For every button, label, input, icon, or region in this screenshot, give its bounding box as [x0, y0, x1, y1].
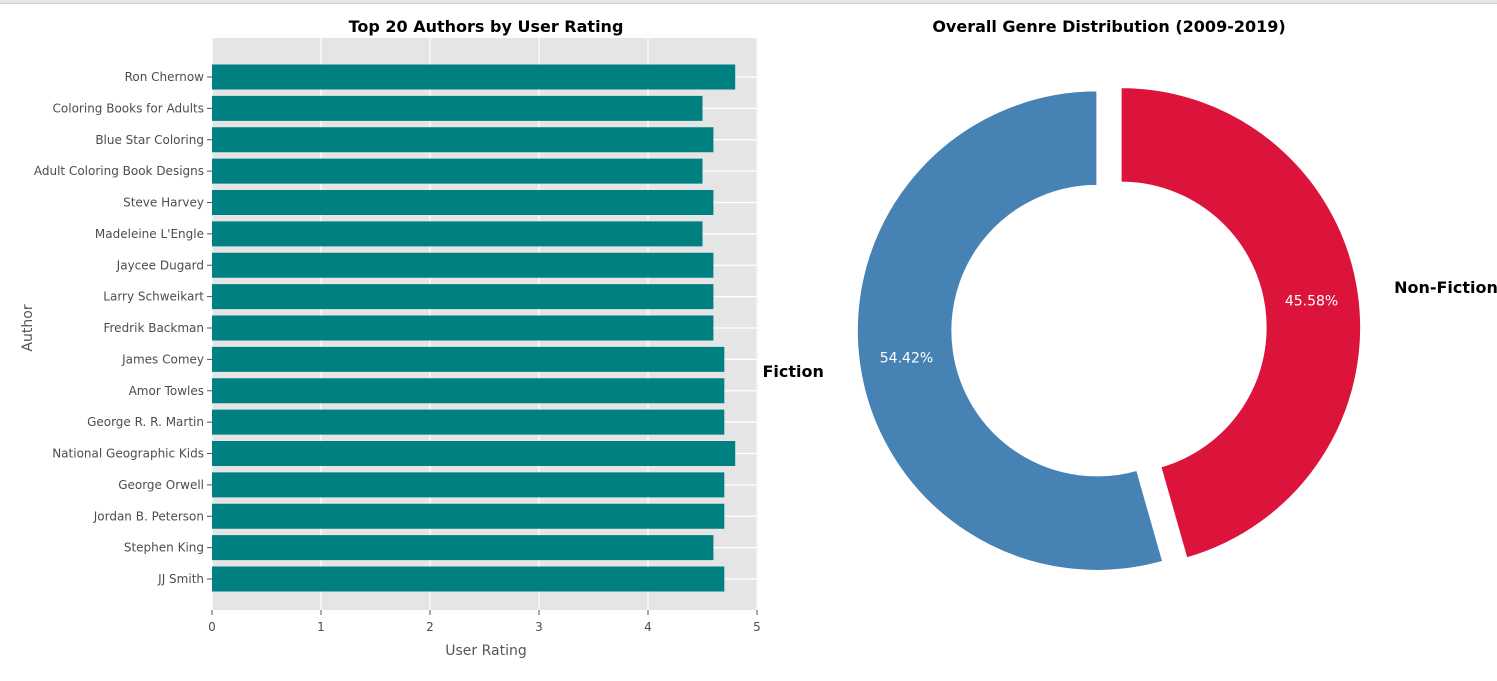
bar	[212, 64, 736, 90]
donut-chart-title: Overall Genre Distribution (2009-2019)	[932, 17, 1285, 36]
bar	[212, 535, 714, 561]
donut-slice	[856, 89, 1164, 572]
y-tick-label: National Geographic Kids	[52, 447, 204, 461]
slice-percent-label: 45.58%	[1285, 294, 1338, 310]
y-tick-label: Jordan B. Peterson	[93, 509, 204, 523]
donut-slice	[1120, 86, 1362, 560]
bar	[212, 472, 725, 498]
y-tick-label: Ron Chernow	[125, 70, 205, 84]
x-tick-label: 2	[426, 620, 434, 634]
bar	[212, 221, 703, 247]
x-axis-label: User Rating	[445, 643, 527, 659]
bar-chart-title: Top 20 Authors by User Rating	[349, 17, 624, 36]
y-tick-label: Fredrik Backman	[103, 321, 204, 335]
x-tick-label: 5	[753, 620, 761, 634]
bar	[212, 409, 725, 435]
slices: 45.58% Non-Fiction 54.42% Fiction	[762, 86, 1497, 572]
y-tick-label: Larry Schweikart	[103, 290, 204, 304]
bar	[212, 346, 725, 372]
x-tick-label: 1	[317, 620, 325, 634]
y-tick-label: Madeleine L'Engle	[95, 227, 204, 241]
bars	[212, 64, 736, 592]
bar	[212, 441, 736, 466]
y-tick-label: Adult Coloring Book Designs	[34, 164, 204, 178]
slice-category-label: Fiction	[762, 362, 823, 381]
bar	[212, 566, 725, 592]
slice-category-label: Non-Fiction	[1394, 278, 1497, 297]
y-tick-label: Blue Star Coloring	[95, 133, 204, 147]
slice-percent-label: 54.42%	[880, 350, 933, 366]
bar	[212, 378, 725, 404]
bar-chart: Top 20 Authors by User Rating Ron Cherno…	[20, 17, 761, 659]
y-tick-label: George Orwell	[118, 478, 204, 492]
bar	[212, 95, 703, 121]
x-tick-label: 4	[644, 620, 652, 634]
y-tick-label: Amor Towles	[129, 384, 204, 398]
x-tick-label: 3	[535, 620, 543, 634]
x-tick-labels: 0 1 2 3 4 5	[208, 610, 761, 634]
bar	[212, 158, 703, 184]
bar	[212, 315, 714, 341]
bar	[212, 127, 714, 153]
y-tick-labels: Ron Chernow Coloring Books for Adults Blue…	[34, 70, 212, 586]
y-tick-label: George R. R. Martin	[87, 415, 204, 429]
y-tick-label: Steve Harvey	[123, 196, 204, 210]
y-tick-label: James Comey	[121, 352, 204, 366]
donut-chart: Overall Genre Distribution (2009-2019) 4…	[762, 17, 1497, 572]
bar	[212, 252, 714, 278]
bar	[212, 284, 714, 310]
y-tick-label: Jaycee Dugard	[116, 258, 204, 272]
x-tick-label: 0	[208, 620, 216, 634]
y-axis-label: Author	[20, 304, 36, 351]
y-tick-label: Stephen King	[124, 541, 204, 555]
y-tick-label: JJ Smith	[157, 572, 204, 586]
bar	[212, 190, 714, 215]
y-tick-label: Coloring Books for Adults	[53, 101, 204, 115]
top-border	[0, 0, 1497, 4]
bar	[212, 503, 725, 529]
